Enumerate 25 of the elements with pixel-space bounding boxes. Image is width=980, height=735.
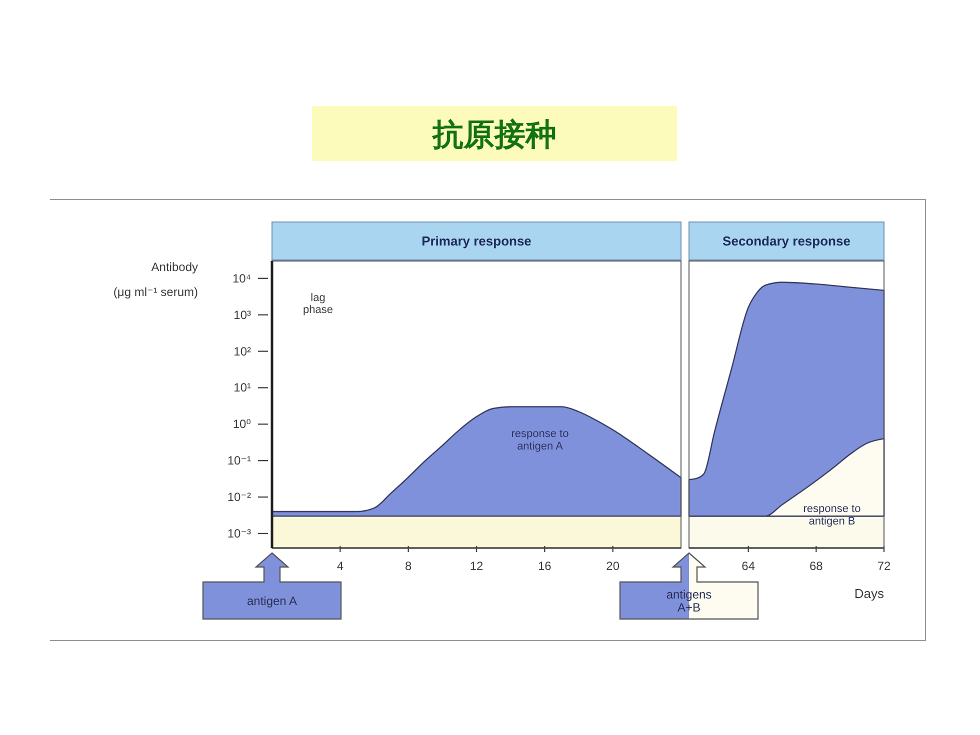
y-tick-label: 10⁻² bbox=[227, 490, 251, 504]
text: antigen A bbox=[246, 594, 298, 608]
y-tick-label: 10⁻³ bbox=[227, 526, 251, 540]
series-label: response to antigen A bbox=[511, 428, 569, 452]
x-tick-label: 72 bbox=[877, 559, 891, 573]
y-tick-label: 10³ bbox=[234, 308, 252, 322]
series-label: response to antigen B bbox=[803, 503, 861, 528]
x-tick-label: 4 bbox=[336, 559, 344, 573]
y-tick-label: 10⁰ bbox=[232, 417, 252, 432]
x-tick-label: 20 bbox=[606, 559, 620, 573]
chart-title: 抗原接种 bbox=[432, 117, 556, 153]
y-tick-label: 10⁴ bbox=[232, 271, 251, 286]
x-tick-label: 68 bbox=[809, 559, 824, 573]
x-tick-label: 12 bbox=[470, 559, 484, 573]
x-tick-label: 16 bbox=[538, 559, 552, 573]
y-tick-label: 10² bbox=[234, 344, 252, 358]
y-tick-label: 10⁻¹ bbox=[227, 454, 251, 468]
x-tick-label: 8 bbox=[404, 559, 412, 573]
chart-subtitle: Secondary response bbox=[722, 234, 850, 248]
annotation: lag phase bbox=[303, 292, 333, 316]
x-axis-title: Days bbox=[854, 586, 884, 601]
y-axis-title: Antibody (μg ml⁻¹ serum) bbox=[113, 260, 198, 299]
x-tick-label: 64 bbox=[742, 559, 756, 573]
y-tick-label: 10¹ bbox=[234, 380, 252, 395]
chart-subtitle: Primary response bbox=[422, 234, 532, 248]
